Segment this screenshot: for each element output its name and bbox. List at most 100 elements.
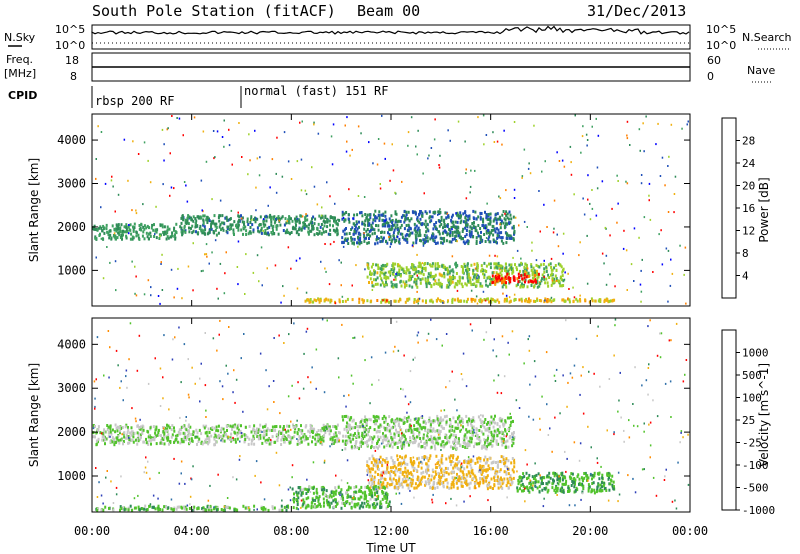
heatmap-cell: [586, 234, 588, 237]
heatmap-cell: [452, 456, 454, 460]
heatmap-cell: [409, 418, 412, 422]
heatmap-cell: [414, 428, 417, 431]
heatmap-cell: [583, 472, 586, 475]
heatmap-cell: [347, 213, 350, 217]
heatmap-cell: [373, 478, 376, 481]
heatmap-cell: [541, 476, 544, 480]
colorbar-tick-label: 4: [742, 270, 749, 283]
heatmap-cell: [329, 233, 332, 236]
heatmap-cell: [462, 425, 464, 429]
heatmap-cell: [404, 234, 407, 238]
heatmap-cell: [394, 275, 397, 279]
heatmap-cell: [147, 279, 150, 282]
heatmap-cell: [454, 420, 457, 424]
heatmap-cell: [457, 213, 459, 217]
heatmap-cell: [307, 230, 310, 234]
heatmap-cell: [457, 461, 459, 465]
heatmap-cell: [362, 505, 365, 509]
heatmap-cell: [476, 262, 479, 266]
heatmap-cell: [437, 210, 440, 214]
heatmap-cell: [475, 267, 478, 271]
heatmap-cell: [338, 259, 340, 262]
heatmap-cell: [432, 238, 435, 242]
heatmap-cell: [335, 434, 338, 438]
heatmap-cell: [286, 228, 289, 232]
heatmap-cell: [116, 227, 119, 231]
heatmap-cell: [283, 223, 286, 227]
heatmap-cell: [510, 217, 513, 221]
heatmap-cell: [587, 483, 590, 487]
heatmap-cell: [438, 232, 441, 236]
heatmap-cell: [573, 485, 576, 489]
heatmap-cell: [638, 236, 640, 239]
heatmap-cell: [155, 230, 158, 234]
heatmap-cell: [265, 429, 268, 433]
heatmap-cell: [282, 285, 284, 288]
heatmap-cell: [518, 480, 521, 484]
heatmap-cell: [174, 233, 176, 237]
heatmap-cell: [421, 456, 424, 459]
heatmap-cell: [147, 232, 150, 236]
heatmap-cell: [401, 472, 404, 476]
heatmap-cell: [444, 229, 446, 233]
heatmap-cell: [391, 437, 394, 441]
heatmap-cell: [193, 116, 196, 119]
heatmap-cell: [318, 495, 321, 499]
heatmap-cell: [451, 231, 454, 234]
heatmap-cell: [187, 214, 190, 218]
heatmap-cell: [463, 478, 466, 482]
heatmap-cell: [561, 478, 564, 482]
heatmap-cell: [333, 434, 336, 438]
heatmap-cell: [405, 271, 408, 275]
heatmap-cell: [561, 284, 563, 288]
heatmap-cell: [480, 269, 483, 273]
heatmap-cell: [410, 462, 413, 466]
heatmap-cell: [526, 487, 529, 491]
heatmap-cell: [329, 216, 332, 219]
heatmap-cell: [143, 237, 146, 241]
heatmap-cell: [111, 436, 114, 440]
heatmap-cell: [127, 428, 130, 432]
heatmap-cell: [332, 441, 335, 445]
heatmap-cell: [480, 212, 483, 215]
heatmap-cell: [494, 213, 497, 217]
heatmap-cell: [525, 297, 528, 301]
heatmap-cell: [433, 444, 436, 448]
heatmap-cell: [351, 241, 354, 245]
heatmap-cell: [249, 226, 252, 229]
heatmap-cell: [528, 481, 531, 485]
heatmap-cell: [192, 219, 195, 223]
heatmap-cell: [430, 440, 433, 444]
heatmap-cell: [173, 426, 175, 430]
heatmap-cell: [376, 440, 379, 444]
heatmap-cell: [524, 486, 527, 490]
heatmap-cell: [505, 269, 508, 273]
heatmap-cell: [325, 270, 327, 273]
heatmap-cell: [453, 230, 456, 234]
heatmap-cell: [554, 487, 557, 491]
heatmap-cell: [241, 220, 244, 224]
heatmap-cell: [551, 280, 554, 284]
heatmap-cell: [378, 486, 381, 490]
heatmap-cell: [397, 481, 400, 485]
heatmap-cell: [431, 468, 434, 472]
heatmap-cell: [554, 490, 557, 494]
heatmap-cell: [483, 445, 486, 449]
heatmap-cell: [403, 458, 406, 462]
heatmap-cell: [551, 268, 554, 272]
heatmap-cell: [304, 216, 307, 220]
heatmap-cell: [511, 432, 513, 436]
heatmap-cell: [407, 217, 409, 221]
heatmap-cell: [379, 274, 382, 278]
heatmap-cell: [410, 274, 413, 278]
heatmap-cell: [575, 297, 578, 301]
heatmap-cell: [296, 217, 299, 221]
heatmap-cell: [314, 498, 317, 502]
heatmap-cell: [419, 265, 422, 269]
heatmap-cell: [225, 505, 228, 509]
heatmap-cell: [189, 441, 191, 444]
heatmap-cell: [370, 265, 373, 269]
heatmap-cell: [432, 420, 435, 424]
heatmap-cell: [247, 232, 250, 236]
heatmap-cell: [202, 130, 205, 133]
